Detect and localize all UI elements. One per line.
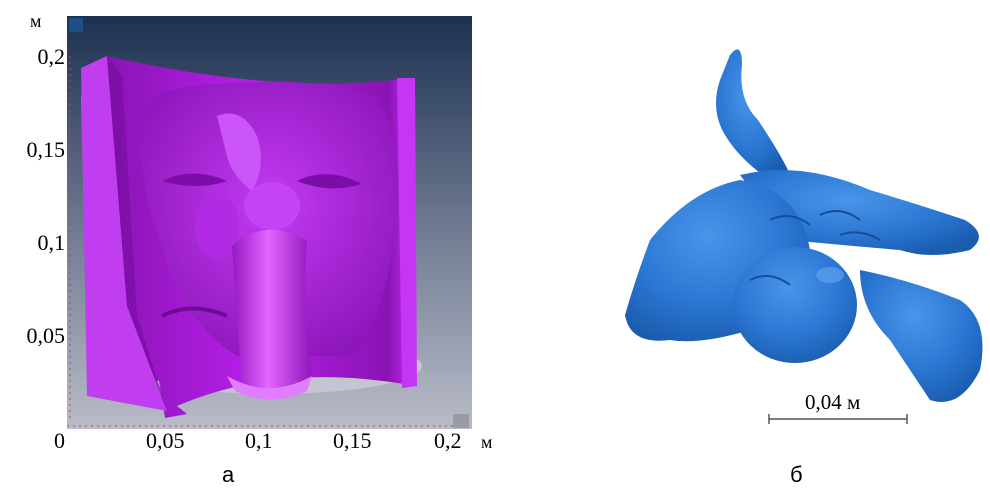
x-tick-label: 0,15	[333, 428, 372, 453]
x-tick-label: 0,2	[434, 428, 462, 453]
y-tick-label: 0,1	[37, 230, 66, 255]
x-tick-label: 0,05	[146, 428, 185, 453]
y-tick-label: 0,15	[26, 137, 66, 162]
x-axis-unit: м	[481, 432, 493, 452]
scale-bar	[768, 414, 908, 424]
y-axis-unit: м	[30, 11, 42, 31]
panel-b-caption: б	[790, 462, 803, 487]
sinus-model-view	[625, 49, 983, 402]
x-tick-label: 0,1	[245, 428, 273, 453]
scale-bar-label: 0,04 м	[805, 390, 861, 414]
head-model-viewport	[67, 16, 472, 429]
panel-a-caption: а	[222, 462, 235, 487]
y-tick-label: 0,2	[37, 44, 66, 69]
y-tick-label: 0	[54, 428, 65, 453]
y-tick-label: 0,05	[26, 323, 66, 348]
